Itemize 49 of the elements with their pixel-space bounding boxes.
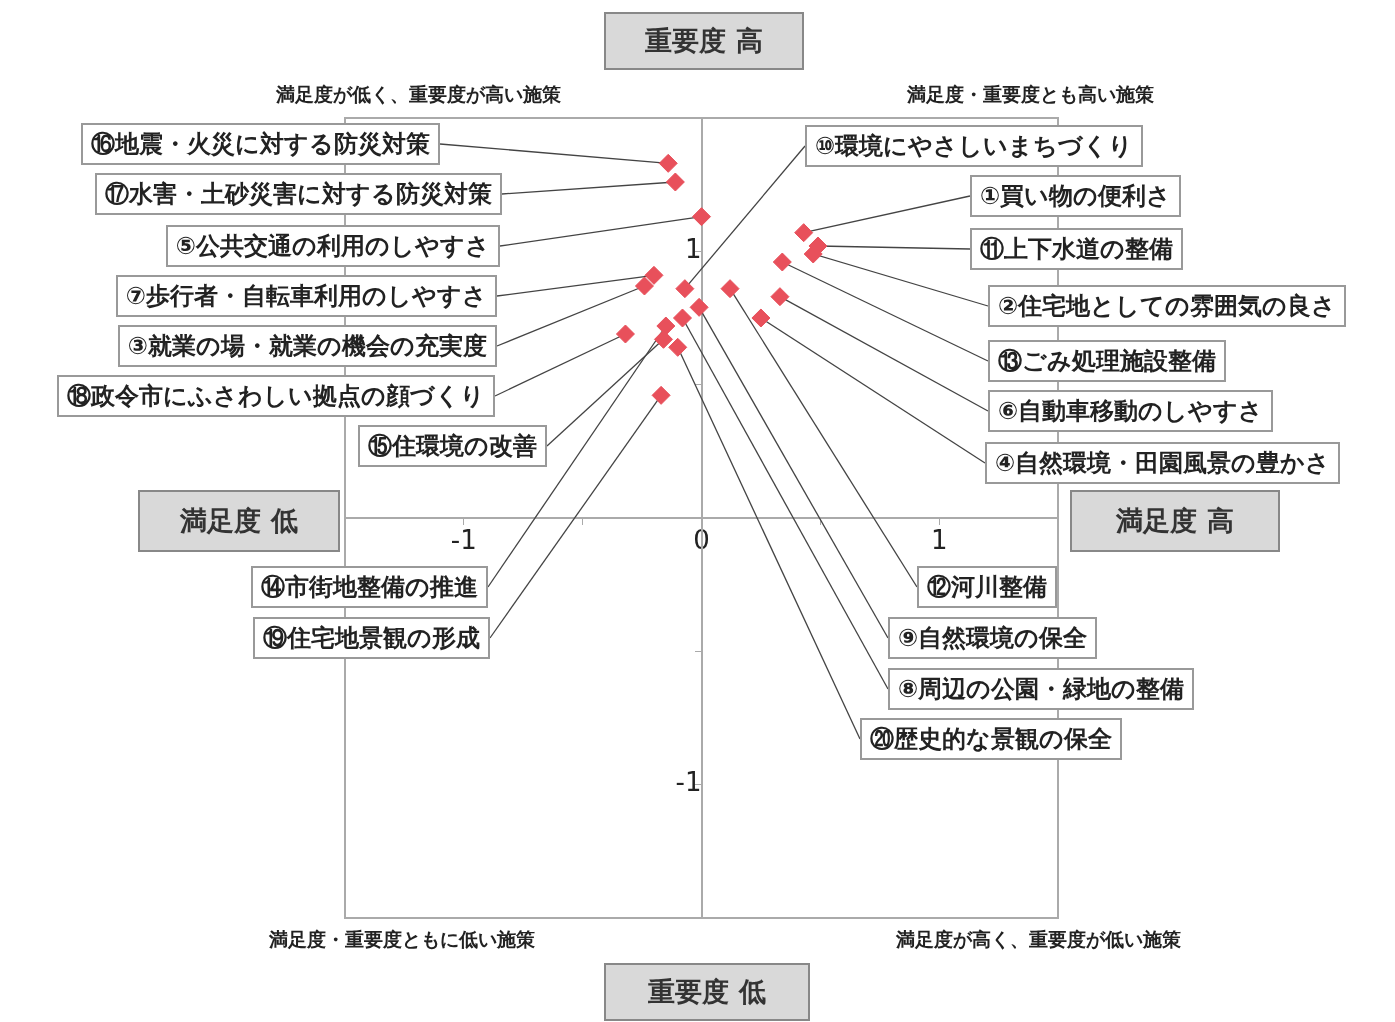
- point: [651, 385, 671, 405]
- point: [720, 279, 740, 299]
- point: [656, 316, 676, 336]
- text: 満足度 高: [1070, 490, 1280, 552]
- x-tick-label: -1: [450, 525, 477, 556]
- annotation: ⑮住環境の改善: [358, 425, 547, 467]
- point: [770, 287, 790, 307]
- point: [794, 223, 814, 243]
- text: 重要度 低: [604, 963, 810, 1021]
- text: 重要度 高: [604, 12, 804, 70]
- text: 満足度が低く、重要度が高い施策: [275, 82, 561, 107]
- point: [615, 324, 635, 344]
- text: 満足度・重要度ともに低い施策: [269, 927, 535, 952]
- annotation: ④自然環境・田園風景の豊かさ: [985, 442, 1341, 484]
- annotation: ⑳歴史的な景観の保全: [860, 718, 1122, 760]
- point: [808, 236, 828, 256]
- annotation: ⑤公共交通の利用のしやすさ: [165, 225, 500, 267]
- annotation: ⑥自動車移動のしやすさ: [988, 390, 1274, 432]
- annotation: ⑱政令市にふさわしい拠点の顔づくり: [57, 375, 495, 417]
- annotation: ⑪上下水道の整備: [970, 228, 1183, 270]
- annotation: ⑰水害・土砂災害に対する防災対策: [95, 173, 502, 215]
- annotation: ⑦歩行者・自転車利用のしやすさ: [115, 275, 497, 317]
- annotation: ⑫河川整備: [917, 566, 1057, 608]
- point: [653, 329, 673, 349]
- point: [672, 308, 692, 328]
- annotation: ⑯地震・火災に対する防災対策: [81, 123, 440, 165]
- point: [644, 265, 664, 285]
- annotation: ⑧周辺の公園・緑地の整備: [888, 668, 1195, 710]
- text: 満足度・重要度とも高い施策: [906, 82, 1154, 107]
- x-tick-label: 1: [930, 525, 948, 556]
- point: [668, 337, 688, 357]
- annotation: ⑨自然環境の保全: [888, 617, 1098, 659]
- point: [692, 207, 711, 227]
- text: 満足度が高く、重要度が低い施策: [895, 927, 1181, 952]
- annotation: ⑬ごみ処理施設整備: [988, 340, 1226, 382]
- point: [689, 297, 709, 317]
- point: [751, 308, 771, 328]
- point: [665, 172, 685, 192]
- annotation: ①買い物の便利さ: [970, 175, 1182, 217]
- point: [658, 153, 678, 173]
- annotation: ②住宅地としての雰囲気の良さ: [988, 285, 1347, 327]
- annotation: ⑲住宅地景観の形成: [253, 617, 490, 659]
- annotation: ⑭市街地整備の推進: [251, 566, 488, 608]
- point: [675, 279, 695, 299]
- point: [772, 252, 792, 272]
- point: [634, 276, 654, 296]
- annotation: ③就業の場・就業の機会の充実度: [117, 325, 497, 367]
- annotation: ⑩環境にやさしいまちづくり: [805, 125, 1144, 167]
- text: 満足度 低: [138, 490, 340, 552]
